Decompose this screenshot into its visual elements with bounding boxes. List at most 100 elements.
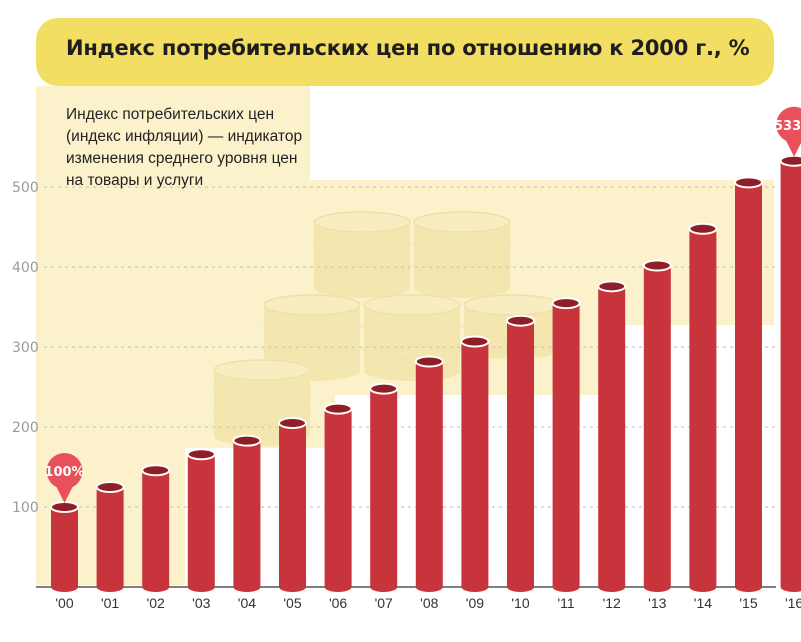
coin-top bbox=[463, 294, 561, 316]
x-tick-label: '08 bbox=[420, 595, 438, 611]
bar-top bbox=[597, 280, 627, 293]
callout-label: 533% bbox=[774, 119, 801, 134]
bar bbox=[141, 464, 171, 592]
description-line: на товары и услуги bbox=[66, 172, 204, 189]
bar-body bbox=[643, 265, 671, 592]
coin-bottom bbox=[264, 317, 360, 337]
coin-top bbox=[263, 294, 361, 316]
coin-bottom bbox=[314, 278, 410, 298]
bar bbox=[597, 280, 627, 592]
callout-circle bbox=[776, 106, 801, 143]
bar-top bbox=[369, 382, 399, 395]
bar-body bbox=[279, 423, 306, 592]
bar-body bbox=[735, 182, 762, 592]
x-tick-label: '09 bbox=[466, 595, 484, 611]
bar bbox=[734, 176, 763, 592]
bar bbox=[414, 355, 444, 592]
y-tick-label: 200 bbox=[12, 420, 39, 436]
description-line: Индекс потребительских цен bbox=[66, 106, 275, 123]
title-band bbox=[36, 18, 774, 86]
bar-top bbox=[551, 297, 581, 310]
chart-title: Индекс потребительских цен по отношению … bbox=[66, 36, 750, 60]
bar-top bbox=[506, 314, 535, 327]
bar-body bbox=[187, 454, 215, 592]
x-tick-label: '11 bbox=[557, 595, 574, 611]
bar-body bbox=[780, 160, 801, 592]
bar-top bbox=[323, 402, 353, 415]
bar bbox=[551, 297, 581, 592]
x-tick-label: '10 bbox=[511, 595, 529, 611]
bar-body bbox=[689, 228, 717, 592]
coin-bottom bbox=[314, 234, 410, 254]
coin-top bbox=[363, 294, 461, 316]
bar bbox=[323, 402, 353, 592]
bar-body bbox=[324, 408, 352, 592]
x-tick-label: '01 bbox=[101, 595, 119, 611]
bar-top bbox=[779, 154, 801, 167]
y-tick-label: 100 bbox=[12, 500, 39, 516]
coin-bottom bbox=[264, 339, 360, 359]
x-tick-label: '00 bbox=[55, 595, 73, 611]
coin-top bbox=[313, 211, 411, 233]
bar-body bbox=[233, 440, 261, 592]
coin-bottom bbox=[364, 361, 460, 381]
bar-top bbox=[414, 355, 444, 368]
value-callout: 100% bbox=[44, 453, 85, 504]
bar-top bbox=[50, 501, 79, 514]
bar bbox=[278, 417, 307, 592]
x-tick-label: '15 bbox=[739, 595, 757, 611]
bar-body bbox=[598, 286, 626, 592]
bar-body bbox=[552, 303, 580, 592]
bar-top bbox=[141, 464, 171, 477]
bar bbox=[369, 382, 399, 592]
bar-top bbox=[734, 176, 763, 189]
bar-top bbox=[642, 259, 672, 272]
bar-top bbox=[186, 448, 216, 461]
bar-body bbox=[507, 320, 534, 592]
callout-circle bbox=[46, 453, 83, 490]
coin-bottom bbox=[364, 317, 460, 337]
x-tick-label: '14 bbox=[694, 595, 712, 611]
description-line: изменения среднего уровня цен bbox=[66, 150, 298, 167]
bar-top bbox=[232, 434, 262, 447]
x-tick-label: '12 bbox=[603, 595, 621, 611]
bar bbox=[642, 259, 672, 592]
bar-top bbox=[460, 335, 490, 348]
x-tick-label: '16 bbox=[785, 595, 801, 611]
coin-bottom bbox=[414, 256, 510, 276]
bar bbox=[50, 501, 79, 592]
bars bbox=[50, 154, 801, 592]
coin-bottom bbox=[414, 278, 510, 298]
bar bbox=[506, 314, 535, 592]
callout-label: 100% bbox=[44, 465, 84, 480]
x-tick-label: '13 bbox=[648, 595, 666, 611]
coin-stacks-illustration bbox=[213, 211, 561, 446]
bar-top bbox=[278, 417, 307, 430]
bar-body bbox=[415, 361, 443, 592]
coin-bottom bbox=[214, 382, 310, 402]
coin-top bbox=[413, 211, 511, 233]
coin-bottom bbox=[364, 339, 460, 359]
bar bbox=[232, 434, 262, 592]
coin-bottom bbox=[414, 234, 510, 254]
value-callout: 533% bbox=[774, 106, 801, 157]
bar bbox=[460, 335, 490, 592]
bar bbox=[186, 448, 216, 592]
bar-top bbox=[95, 481, 125, 494]
coin-top bbox=[213, 359, 311, 381]
x-tick-label: '04 bbox=[238, 595, 256, 611]
bar bbox=[95, 481, 125, 592]
bar-body bbox=[370, 388, 398, 592]
x-tick-label: '02 bbox=[147, 595, 165, 611]
bar-top bbox=[688, 222, 718, 235]
x-tick-label: '06 bbox=[329, 595, 347, 611]
y-tick-label: 500 bbox=[12, 180, 39, 196]
x-tick-label: '03 bbox=[192, 595, 210, 611]
coin-bottom bbox=[314, 256, 410, 276]
y-tick-label: 300 bbox=[12, 340, 39, 356]
chart-description: Индекс потребительских цен (индекс инфля… bbox=[66, 104, 336, 192]
x-tick-label: '07 bbox=[375, 595, 393, 611]
bar-body bbox=[96, 487, 124, 592]
